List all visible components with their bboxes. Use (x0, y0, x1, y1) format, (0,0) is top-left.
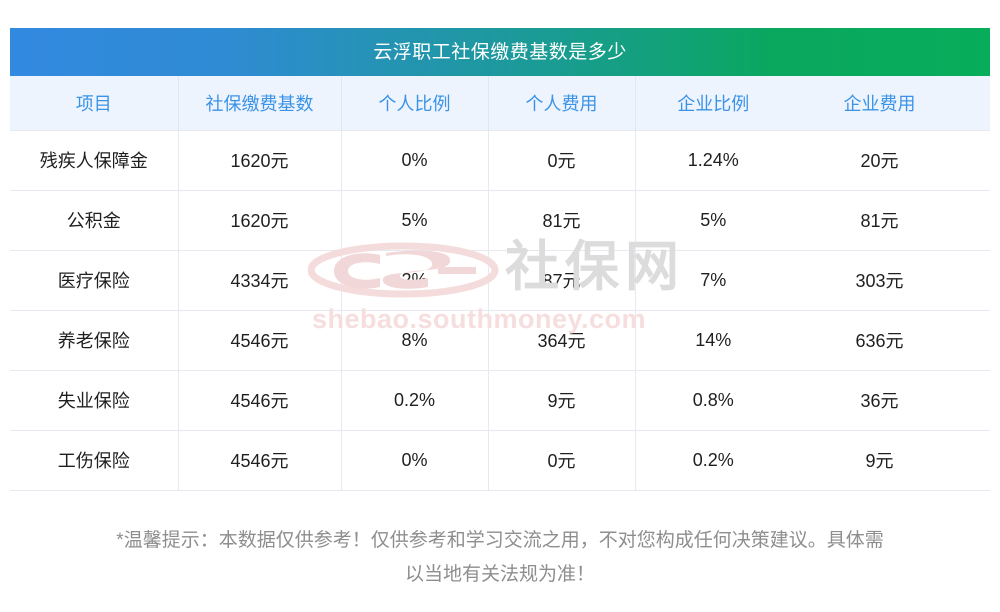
cell-personal-rate: 5% (341, 189, 489, 250)
social-insurance-table: 项目 社保缴费基数 个人比例 个人费用 企业比例 企业费用 残疾人保障金 162… (10, 76, 990, 491)
cell-spacer (968, 129, 990, 190)
cell-personal-rate: 0% (341, 129, 489, 190)
cell-company-rate: 7% (635, 249, 791, 310)
cell-item: 医疗保险 (10, 249, 179, 310)
column-header-company-fee: 企业费用 (791, 76, 968, 130)
cell-base: 1620元 (178, 189, 342, 250)
cell-base: 4546元 (178, 429, 342, 491)
cell-base: 4546元 (178, 369, 342, 430)
cell-spacer (968, 249, 990, 310)
cell-company-fee: 9元 (791, 429, 968, 491)
cell-personal-rate: 0.2% (341, 369, 489, 430)
column-header-spacer (968, 76, 990, 130)
table-header-row: 项目 社保缴费基数 个人比例 个人费用 企业比例 企业费用 (10, 76, 990, 130)
column-header-personal-fee: 个人费用 (488, 76, 636, 130)
footnote-line-2: 以当地有关法规为准！ (404, 564, 595, 585)
cell-base: 4546元 (178, 309, 342, 370)
cell-company-fee: 81元 (791, 189, 968, 250)
cell-item: 残疾人保障金 (10, 129, 179, 190)
social-insurance-table-wrap: 项目 社保缴费基数 个人比例 个人费用 企业比例 企业费用 残疾人保障金 162… (10, 76, 990, 491)
cell-personal-fee: 87元 (488, 249, 636, 310)
cell-item: 公积金 (10, 189, 179, 250)
column-header-base: 社保缴费基数 (178, 76, 342, 130)
cell-personal-fee: 0元 (488, 129, 636, 190)
cell-company-rate: 5% (635, 189, 791, 250)
cell-company-fee: 20元 (791, 129, 968, 190)
cell-personal-rate: 8% (341, 309, 489, 370)
cell-spacer (968, 189, 990, 250)
cell-base: 1620元 (178, 129, 342, 190)
table-row: 公积金 1620元 5% 81元 5% 81元 (10, 189, 990, 250)
cell-company-rate: 0.8% (635, 369, 791, 430)
cell-company-fee: 303元 (791, 249, 968, 310)
cell-company-fee: 36元 (791, 369, 968, 430)
cell-personal-rate: 0% (341, 429, 489, 491)
column-header-company-rate: 企业比例 (635, 76, 791, 130)
cell-company-rate: 1.24% (635, 129, 791, 190)
page-title-banner: 云浮职工社保缴费基数是多少 (10, 28, 990, 76)
cell-spacer (968, 369, 990, 430)
footnote: *温馨提示：本数据仅供参考！仅供参考和学习交流之用，不对您构成任何决策建议。具体… (10, 524, 990, 592)
cell-company-rate: 14% (635, 309, 791, 370)
cell-spacer (968, 309, 990, 370)
table-row: 养老保险 4546元 8% 364元 14% 636元 (10, 309, 990, 370)
cell-base: 4334元 (178, 249, 342, 310)
footnote-line-1: *温馨提示：本数据仅供参考！仅供参考和学习交流之用，不对您构成任何决策建议。具体… (116, 530, 884, 551)
table-row: 残疾人保障金 1620元 0% 0元 1.24% 20元 (10, 129, 990, 190)
page-title: 云浮职工社保缴费基数是多少 (373, 41, 627, 63)
cell-item: 养老保险 (10, 309, 179, 370)
cell-company-rate: 0.2% (635, 429, 791, 491)
column-header-personal-rate: 个人比例 (341, 76, 489, 130)
table-row: 医疗保险 4334元 2% 87元 7% 303元 (10, 249, 990, 310)
table-row: 失业保险 4546元 0.2% 9元 0.8% 36元 (10, 369, 990, 430)
cell-item: 工伤保险 (10, 429, 179, 491)
column-header-item: 项目 (10, 76, 179, 130)
cell-company-fee: 636元 (791, 309, 968, 370)
table-body: 残疾人保障金 1620元 0% 0元 1.24% 20元 公积金 1620元 5… (10, 129, 990, 491)
cell-personal-rate: 2% (341, 249, 489, 310)
cell-personal-fee: 9元 (488, 369, 636, 430)
cell-personal-fee: 0元 (488, 429, 636, 491)
cell-personal-fee: 81元 (488, 189, 636, 250)
cell-personal-fee: 364元 (488, 309, 636, 370)
cell-item: 失业保险 (10, 369, 179, 430)
cell-spacer (968, 429, 990, 491)
table-row: 工伤保险 4546元 0% 0元 0.2% 9元 (10, 429, 990, 491)
table-header: 项目 社保缴费基数 个人比例 个人费用 企业比例 企业费用 (10, 76, 990, 130)
